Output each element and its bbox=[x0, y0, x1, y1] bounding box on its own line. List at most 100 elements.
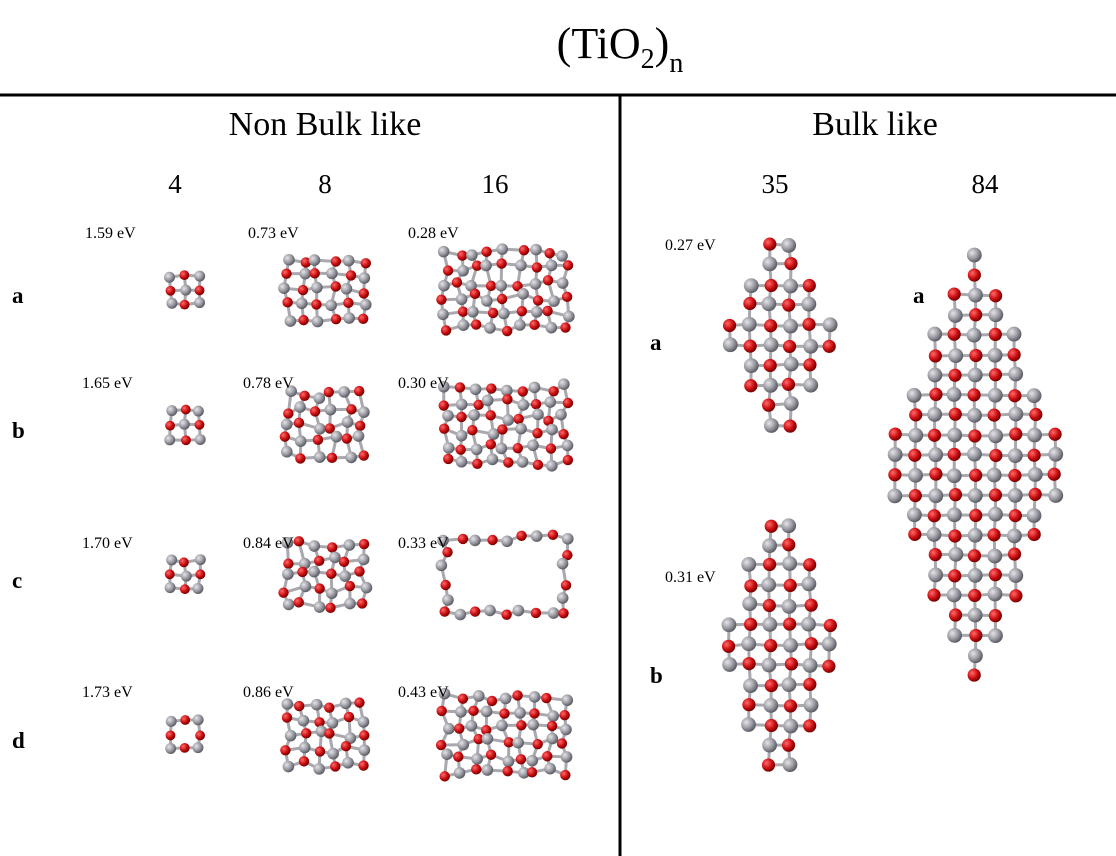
o-atom bbox=[341, 741, 351, 751]
ti-atom bbox=[947, 628, 962, 643]
o-atom bbox=[784, 579, 797, 592]
o-atom bbox=[967, 388, 980, 401]
ti-atom bbox=[762, 256, 777, 271]
ti-atom bbox=[195, 554, 206, 565]
o-atom bbox=[543, 275, 553, 285]
ti-atom bbox=[344, 539, 356, 551]
ti-atom bbox=[1048, 447, 1063, 462]
ti-atom bbox=[948, 308, 963, 323]
ti-atom bbox=[968, 528, 983, 543]
ti-atom bbox=[968, 368, 983, 383]
ti-atom bbox=[563, 311, 575, 323]
gap-energy: 0.84 eV bbox=[243, 535, 294, 552]
structure-label: a bbox=[913, 283, 925, 308]
o-atom bbox=[968, 549, 981, 562]
o-atom bbox=[458, 306, 468, 316]
ti-atom bbox=[518, 399, 530, 411]
o-atom bbox=[359, 730, 369, 740]
ti-atom bbox=[763, 378, 778, 393]
ti-atom bbox=[803, 378, 818, 393]
ti-atom bbox=[988, 388, 1003, 403]
o-atom bbox=[440, 580, 450, 590]
o-atom bbox=[295, 453, 305, 463]
gap-energy: 1.59 eV bbox=[85, 225, 136, 242]
ti-atom bbox=[801, 617, 816, 632]
ti-atom bbox=[530, 244, 542, 256]
o-atom bbox=[563, 455, 573, 465]
o-atom bbox=[1009, 589, 1022, 602]
ti-atom bbox=[193, 714, 204, 725]
o-atom bbox=[358, 760, 368, 770]
o-atom bbox=[487, 696, 497, 706]
o-atom bbox=[181, 435, 191, 445]
ti-atom bbox=[166, 405, 177, 416]
o-atom bbox=[949, 488, 962, 501]
ti-atom bbox=[331, 431, 343, 443]
gap-energy: 1.70 eV bbox=[82, 535, 133, 552]
ti-atom bbox=[194, 297, 205, 308]
ti-atom bbox=[484, 322, 496, 334]
o-atom bbox=[764, 639, 777, 652]
o-atom bbox=[803, 678, 816, 691]
o-atom bbox=[180, 715, 190, 725]
ti-atom bbox=[339, 570, 351, 582]
o-atom bbox=[195, 420, 205, 430]
o-atom bbox=[443, 454, 453, 464]
o-atom bbox=[467, 425, 477, 435]
title-outer-subscript: n bbox=[669, 48, 683, 79]
ti-atom bbox=[557, 277, 569, 289]
o-atom bbox=[165, 421, 175, 431]
ti-atom bbox=[358, 554, 370, 566]
cluster-size: 35 bbox=[762, 169, 789, 199]
ti-atom bbox=[781, 518, 796, 533]
o-atom bbox=[166, 286, 176, 296]
ti-atom bbox=[342, 757, 354, 769]
ti-atom bbox=[295, 435, 307, 447]
o-atom bbox=[497, 424, 507, 434]
o-atom bbox=[969, 509, 982, 522]
ti-atom bbox=[547, 710, 559, 722]
o-atom bbox=[502, 326, 512, 336]
ti-atom bbox=[458, 319, 470, 331]
ti-atom bbox=[471, 444, 483, 456]
ti-atom bbox=[473, 690, 485, 702]
o-atom bbox=[763, 238, 776, 251]
o-atom bbox=[889, 427, 902, 440]
ti-atom bbox=[282, 568, 294, 580]
ti-atom bbox=[283, 761, 295, 773]
ti-atom bbox=[782, 556, 797, 571]
ti-atom bbox=[309, 254, 321, 266]
ti-atom bbox=[531, 530, 543, 542]
o-atom bbox=[456, 412, 466, 422]
o-atom bbox=[439, 423, 449, 433]
ti-atom bbox=[496, 720, 508, 732]
ti-atom bbox=[343, 255, 355, 267]
ti-atom bbox=[762, 738, 777, 753]
o-atom bbox=[823, 340, 836, 353]
o-atom bbox=[516, 531, 526, 541]
cluster-size: 4 bbox=[168, 169, 182, 199]
o-atom bbox=[803, 279, 816, 292]
o-atom bbox=[470, 606, 480, 616]
ti-atom bbox=[968, 288, 983, 303]
ti-atom bbox=[325, 404, 337, 416]
o-atom bbox=[282, 712, 292, 722]
o-atom bbox=[803, 719, 816, 732]
o-atom bbox=[326, 569, 336, 579]
ti-atom bbox=[482, 764, 494, 776]
o-atom bbox=[532, 262, 542, 272]
ti-atom bbox=[928, 488, 943, 503]
o-atom bbox=[542, 306, 552, 316]
ti-atom bbox=[1008, 568, 1023, 583]
ti-atom bbox=[314, 601, 326, 613]
ti-atom bbox=[195, 434, 206, 445]
o-atom bbox=[744, 340, 757, 353]
ti-atom bbox=[283, 254, 295, 266]
ti-atom bbox=[456, 399, 468, 411]
ti-atom bbox=[457, 739, 469, 751]
ti-atom bbox=[436, 560, 448, 572]
o-atom bbox=[486, 410, 496, 420]
o-atom bbox=[436, 294, 446, 304]
ti-atom bbox=[562, 440, 574, 452]
ti-atom bbox=[165, 582, 176, 593]
